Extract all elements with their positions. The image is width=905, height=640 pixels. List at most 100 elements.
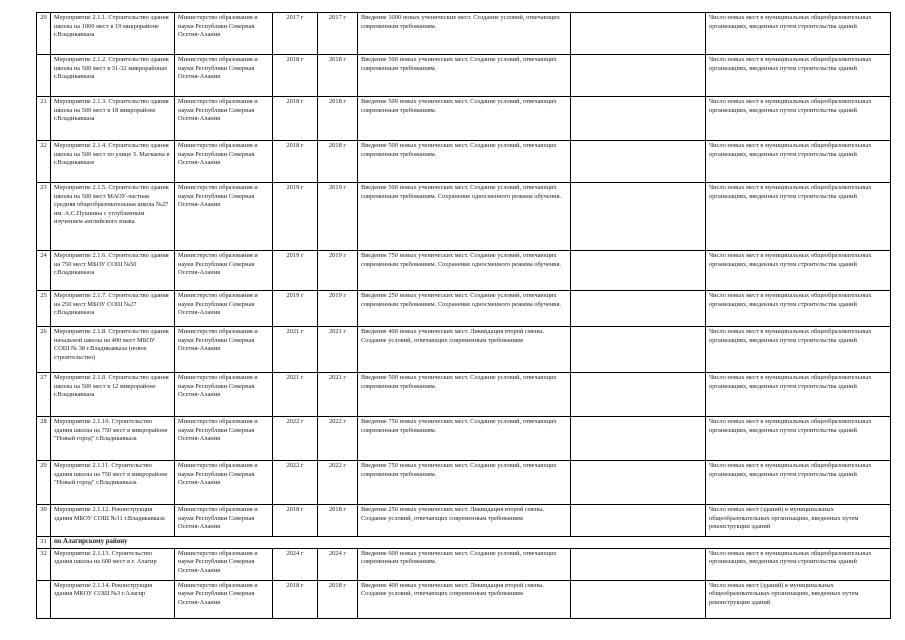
cell: Министерство образования и науки Республ… [174, 579, 273, 619]
table-row: 22 Мероприятие 2.1.4. Строительство здани… [36, 140, 891, 183]
cell: 2018 г [317, 579, 358, 619]
cell: Число новых мест в муниципальных общеобр… [705, 326, 891, 373]
cell: Министерство образования и науки Республ… [174, 54, 273, 97]
cell: Введение 250 новых ученических мест. Соз… [357, 290, 571, 327]
cell: Мероприятие 2.1.6. Строительство здания … [50, 250, 175, 291]
table-row: 27 Мероприятие 2.1.9. Строительство здани… [36, 372, 891, 417]
cell: 2019 г [272, 250, 318, 291]
cell: Мероприятие 2.1.4. Строительство здания … [50, 140, 175, 183]
cell: 2018 г [272, 96, 318, 141]
cell: Министерство образования и науки Республ… [174, 250, 273, 291]
cell: Министерство образования и науки Республ… [174, 372, 273, 417]
cell: Министерство образования и науки Республ… [174, 504, 273, 537]
cell: Введение 500 новых ученических мест. Соз… [357, 182, 571, 251]
cell: 30 [36, 504, 51, 537]
cell: 2017 г [272, 12, 318, 55]
cell: Мероприятие 2.1.1. Строительство здания … [50, 12, 175, 55]
table-row: 20 Мероприятие 2.1.1. Строительство здани… [36, 12, 891, 55]
cell: 2018 г [317, 54, 358, 97]
cell: 22 [36, 140, 51, 183]
cell: 2019 г [317, 290, 358, 327]
cell [570, 579, 706, 619]
cell: Министерство образования и науки Республ… [174, 182, 273, 251]
cell [570, 54, 706, 97]
cell: Введение 750 новых ученических мест. Соз… [357, 460, 571, 505]
cell: Введение 500 новых ученических мест. Соз… [357, 140, 571, 183]
cell: Мероприятие 2.1.13. Строительство здания… [50, 547, 175, 581]
cell [570, 96, 706, 141]
cell: Мероприятие 2.1.10. Строительство здания… [50, 416, 175, 461]
cell: Министерство образования и науки Республ… [174, 416, 273, 461]
cell: Введение 400 новых ученических мест. Лик… [357, 326, 571, 373]
cell: Введение 400 новых ученических мест. Лик… [357, 579, 571, 619]
cell: Число новых мест в муниципальных общеобр… [705, 182, 891, 251]
cell: 2024 г [317, 547, 358, 581]
cell: Мероприятие 2.1.14. Реконструкция здания… [50, 579, 175, 619]
cell: Введение 750 новых ученических мест. Соз… [357, 250, 571, 291]
cell: Число новых мест в муниципальных общеобр… [705, 372, 891, 417]
table-row: 21 Мероприятие 2.1.3. Строительство здани… [36, 96, 891, 141]
cell [570, 12, 706, 55]
cell [570, 372, 706, 417]
cell: 2018 г [272, 140, 318, 183]
cell: Министерство образования и науки Республ… [174, 140, 273, 183]
table-row: 28 Мероприятие 2.1.10. Строительство здан… [36, 416, 891, 461]
cell: 2022 г [317, 416, 358, 461]
cell: Министерство образования и науки Республ… [174, 12, 273, 55]
cell: Мероприятие 2.1.9. Строительство здания … [50, 372, 175, 417]
cell: 2019 г [317, 250, 358, 291]
cell: 2018 г [272, 579, 318, 619]
cell: 24 [36, 250, 51, 291]
cell [36, 579, 51, 619]
table-row: Мероприятие 2.1.2. Строительство здания … [36, 54, 891, 97]
cell: 27 [36, 372, 51, 417]
cell: Число новых мест в муниципальных общеобр… [705, 140, 891, 183]
cell: 2022 г [317, 460, 358, 505]
cell: Мероприятие 2.1.5. Строительство здания … [50, 182, 175, 251]
cell: по Алагирскому району [50, 536, 891, 549]
cell: 2018 г [317, 140, 358, 183]
cell: 2019 г [272, 290, 318, 327]
cell: Мероприятие 2.1.2. Строительство здания … [50, 54, 175, 97]
table-row: 24 Мероприятие 2.1.6. Строительство здани… [36, 250, 891, 291]
cell [570, 182, 706, 251]
cell: 28 [36, 416, 51, 461]
cell: Введение 600 новых ученических мест. Соз… [357, 547, 571, 581]
cell [36, 54, 51, 97]
cell: 2022 г [272, 460, 318, 505]
cell [570, 460, 706, 505]
cell: Министерство образования и науки Республ… [174, 460, 273, 505]
cell: 25 [36, 290, 51, 327]
program-table: 20 Мероприятие 2.1.1. Строительство здани… [36, 12, 891, 619]
cell: 29 [36, 460, 51, 505]
cell: Мероприятие 2.1.3. Строительство здания … [50, 96, 175, 141]
cell: 31 [36, 536, 51, 549]
cell: Министерство образования и науки Республ… [174, 326, 273, 373]
cell: Введение 750 новых ученических мест. Соз… [357, 416, 571, 461]
cell: 20 [36, 12, 51, 55]
cell: Число новых мест в муниципальных общеобр… [705, 416, 891, 461]
cell: 2021 г [317, 372, 358, 417]
cell: Число новых мест (зданий) в муниципальны… [705, 504, 891, 537]
cell: Введение 500 новых ученических мест. Соз… [357, 54, 571, 97]
cell: Мероприятие 2.1.8. Строительство здания … [50, 326, 175, 373]
cell [570, 326, 706, 373]
cell: Введение 1000 новых ученических мест. Со… [357, 12, 571, 55]
table-row: 25 Мероприятие 2.1.7. Строительство здани… [36, 290, 891, 327]
cell: Введение 250 новых ученических мест. Лик… [357, 504, 571, 537]
cell: Число новых мест в муниципальных общеобр… [705, 12, 891, 55]
cell: 2017 г [317, 12, 358, 55]
cell: 2022 г [272, 416, 318, 461]
cell [570, 547, 706, 581]
cell: 2021 г [272, 326, 318, 373]
cell: 2019 г [272, 182, 318, 251]
cell [570, 290, 706, 327]
cell: Число новых мест в муниципальных общеобр… [705, 290, 891, 327]
cell: Министерство образования и науки Республ… [174, 96, 273, 141]
table-row: 31 по Алагирскому району [36, 536, 891, 549]
cell: 21 [36, 96, 51, 141]
cell: Число новых мест в муниципальных общеобр… [705, 54, 891, 97]
cell: Введение 500 новых ученических мест. Соз… [357, 372, 571, 417]
cell: 2021 г [317, 326, 358, 373]
